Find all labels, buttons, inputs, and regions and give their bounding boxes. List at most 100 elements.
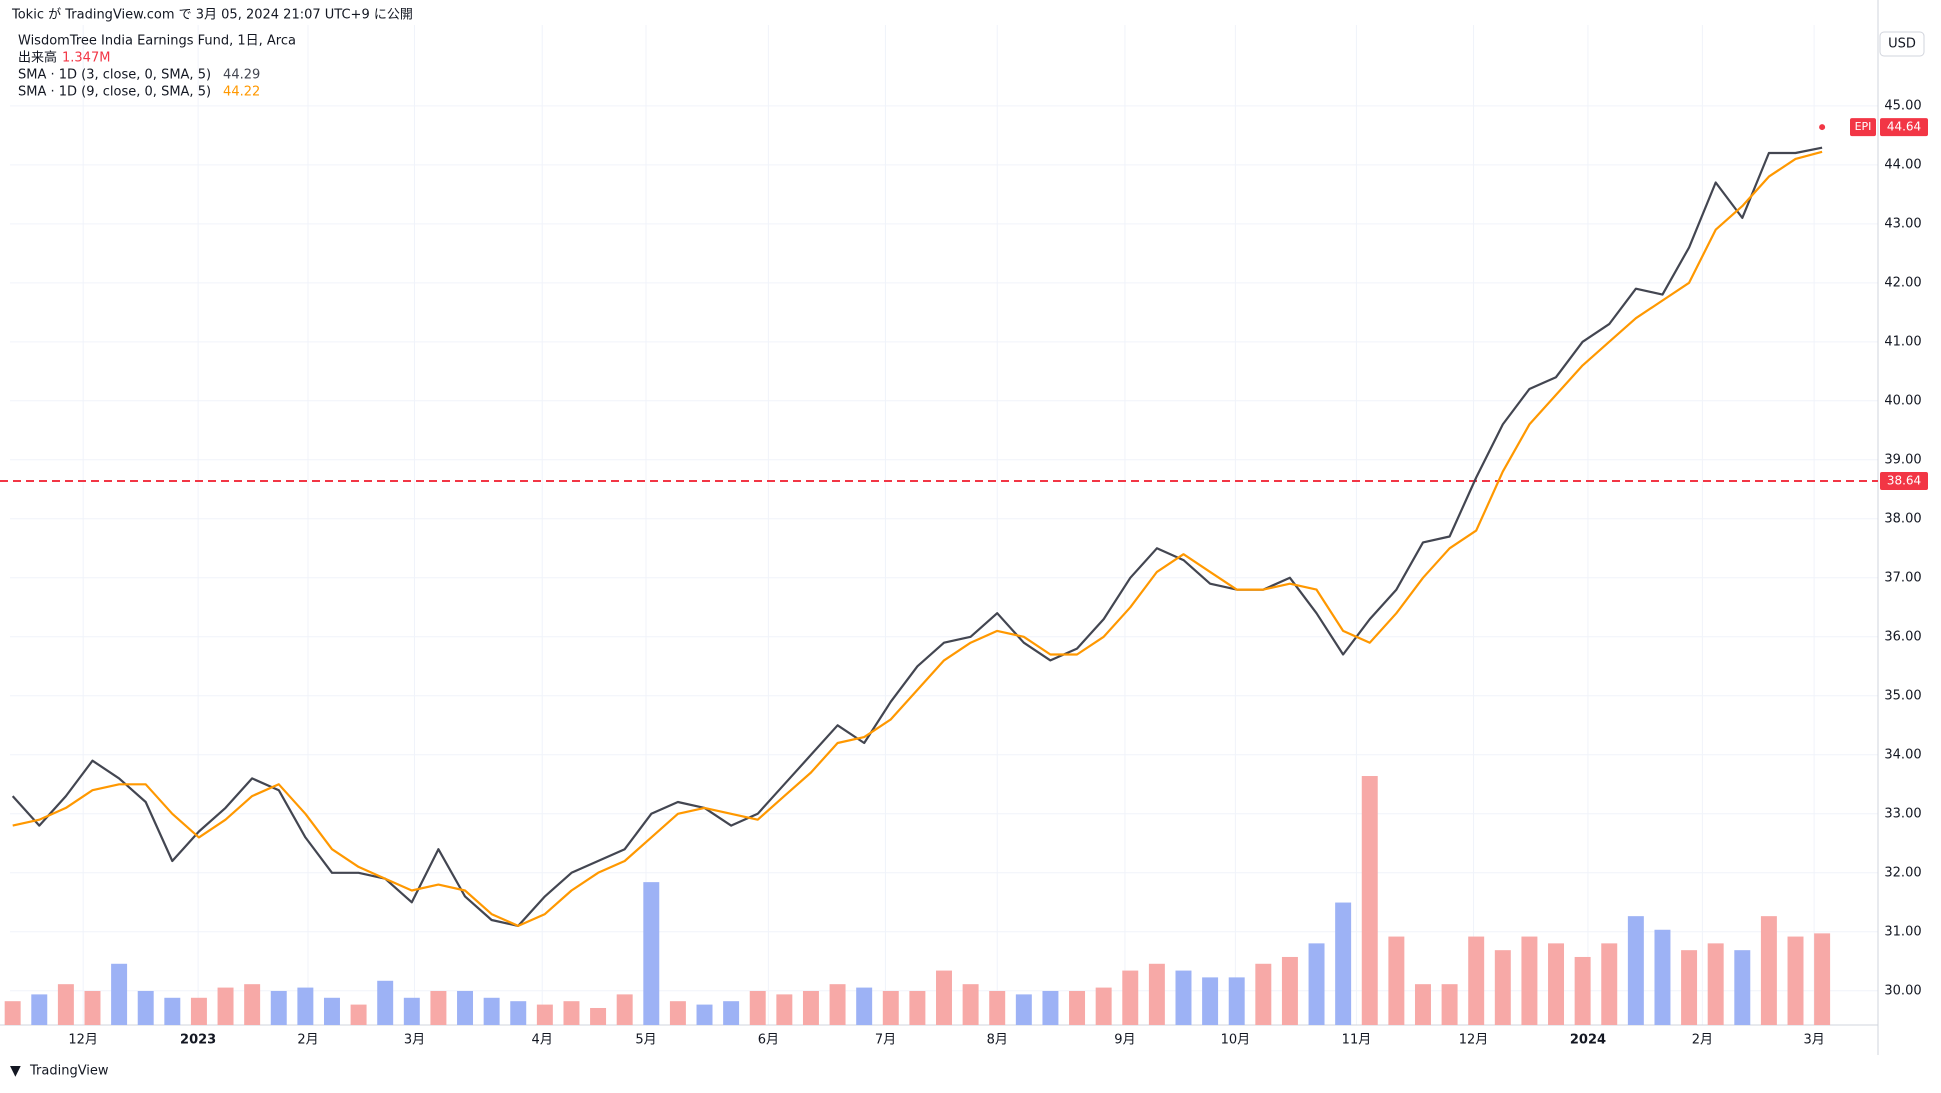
legend-volume-value: 1.347M — [62, 51, 110, 66]
y-tick-label: 36.00 — [1884, 629, 1921, 644]
volume-bar — [1494, 950, 1511, 1025]
logo-text[interactable]: TradingView — [29, 1064, 109, 1079]
legend-sma3: SMA · 1D (3, close, 0, SMA, 5) — [18, 68, 211, 83]
volume-bar — [536, 1004, 553, 1025]
y-tick-label: 40.00 — [1884, 393, 1921, 408]
legend-sma9-value: 44.22 — [223, 85, 260, 100]
volume-bar — [1281, 956, 1298, 1025]
volume-bar — [350, 1004, 367, 1025]
currency-box[interactable] — [1879, 31, 1925, 57]
volume-bar — [111, 963, 128, 1025]
volume-bar — [164, 997, 181, 1025]
volume-bar — [563, 1001, 580, 1025]
volume-bar — [244, 984, 261, 1025]
volume-bar — [1814, 933, 1831, 1025]
hline-label: 38.64 — [1887, 474, 1921, 488]
volume-bar — [802, 990, 819, 1025]
volume-bar — [590, 1007, 607, 1025]
x-tick-label: 3月 — [1803, 1033, 1824, 1048]
volume-bar — [616, 994, 633, 1025]
volume-bar — [643, 882, 660, 1025]
price-label: 44.64 — [1887, 120, 1921, 134]
publisher: Tokic が TradingView.com で 3月 05, 2024 21… — [11, 8, 413, 23]
x-tick-label: 5月 — [635, 1033, 656, 1048]
volume-bar — [1654, 929, 1671, 1025]
volume-bar — [1335, 902, 1352, 1025]
volume-bar — [457, 990, 474, 1025]
logo[interactable]: ▼ TradingView — [10, 1063, 109, 1079]
volume-bar — [4, 1001, 21, 1025]
x-tick-label: 4月 — [532, 1033, 553, 1048]
legend-sma9: SMA · 1D (9, close, 0, SMA, 5) — [18, 85, 211, 100]
legend-volume: 出来高 — [18, 50, 57, 66]
x-tick-label: 11月 — [1342, 1033, 1372, 1048]
volume-bar — [430, 990, 447, 1025]
x-tick-label: 2023 — [180, 1033, 216, 1048]
volume-bar — [323, 997, 340, 1025]
volume-bar — [723, 1001, 740, 1025]
volume-bar — [483, 997, 500, 1025]
volume-bar — [84, 990, 101, 1025]
volume-bar — [1175, 970, 1192, 1025]
volume-bar — [1095, 987, 1112, 1025]
sma-line — [12, 150, 1823, 927]
volume-bar — [1388, 936, 1405, 1025]
x-tick-label: 6月 — [758, 1033, 779, 1048]
volume-bar — [1707, 943, 1724, 1025]
y-tick-label: 42.00 — [1884, 275, 1921, 290]
y-tick-label: 38.00 — [1884, 511, 1921, 526]
x-tick-label: 12月 — [68, 1033, 98, 1048]
volume-bar — [1548, 943, 1565, 1025]
x-tick-label: 8月 — [987, 1033, 1008, 1048]
volume-bar — [297, 987, 314, 1025]
legend-sma3-value: 44.29 — [223, 68, 260, 83]
logo-mark[interactable]: ▼ — [10, 1063, 21, 1079]
volume-bar — [1042, 990, 1059, 1025]
volume-bar — [909, 990, 926, 1025]
volume-bar — [1228, 977, 1245, 1025]
volume-bar — [1681, 950, 1698, 1025]
y-tick-label: 32.00 — [1884, 865, 1921, 880]
x-tick-label: 3月 — [404, 1033, 425, 1048]
volume-bar — [1760, 916, 1777, 1025]
y-tick-label: 41.00 — [1884, 334, 1921, 349]
volume-bar — [962, 984, 979, 1025]
volume-bar — [989, 990, 1006, 1025]
volume-bar — [1255, 963, 1272, 1025]
volume-bar — [217, 987, 234, 1025]
volume-bar — [403, 997, 420, 1025]
y-tick-label: 39.00 — [1884, 452, 1921, 467]
volume-bar — [270, 990, 287, 1025]
volume-bar — [1468, 936, 1485, 1025]
volume-bar — [936, 970, 952, 1025]
volume-bar — [776, 994, 793, 1025]
y-tick-label: 31.00 — [1884, 924, 1921, 939]
y-tick-label: 44.00 — [1884, 157, 1921, 172]
y-tick-label: 34.00 — [1884, 747, 1921, 762]
price-tag — [1880, 118, 1928, 137]
volume-bar — [137, 990, 154, 1025]
volume-bar — [1069, 990, 1086, 1025]
volume-bar — [510, 1001, 527, 1025]
volume-bar — [1734, 950, 1751, 1025]
volume-bar — [31, 994, 48, 1025]
volume-bar — [377, 980, 394, 1025]
x-tick-label: 2月 — [297, 1033, 318, 1048]
volume-bar — [1627, 916, 1644, 1025]
volume-bar — [1148, 963, 1165, 1025]
volume-bar — [1441, 984, 1458, 1025]
volume-bar — [1787, 936, 1804, 1025]
volume-bar — [1308, 943, 1325, 1025]
x-tick-label: 2月 — [1692, 1033, 1713, 1048]
symbol-label: EPI — [1855, 120, 1872, 133]
x-tick-label: 2024 — [1570, 1033, 1606, 1048]
volume-bar — [1361, 776, 1378, 1025]
volume-bar — [1601, 943, 1618, 1025]
volume-bar — [1015, 994, 1032, 1025]
volume-bar — [1414, 984, 1431, 1025]
currency[interactable]: USD — [1888, 37, 1916, 52]
y-tick-label: 30.00 — [1884, 983, 1921, 998]
volume-bar — [1202, 977, 1219, 1025]
